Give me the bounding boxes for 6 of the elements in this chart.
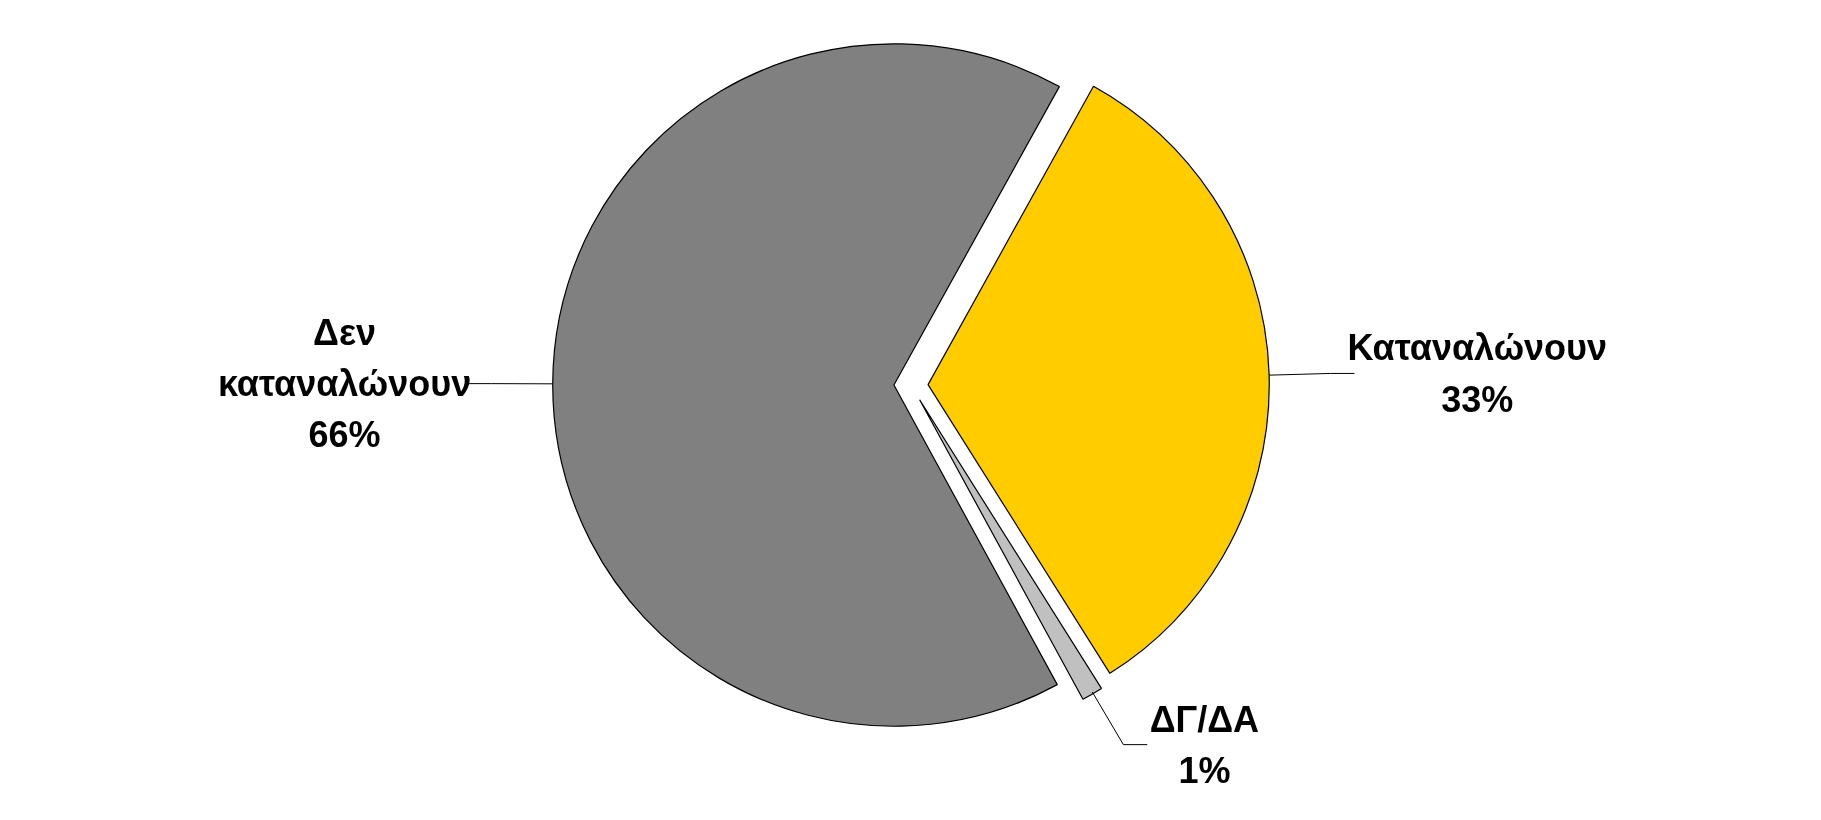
slice-label: ΔΓ/ΔΑ [1149,698,1260,740]
data-label: 33% [1441,378,1514,420]
slice-label: Καταναλώνουν [1347,327,1608,369]
data-label: 1% [1178,749,1231,791]
slice-label: Δεν καταναλώνουν [217,311,472,405]
data-label: 66% [308,414,381,456]
